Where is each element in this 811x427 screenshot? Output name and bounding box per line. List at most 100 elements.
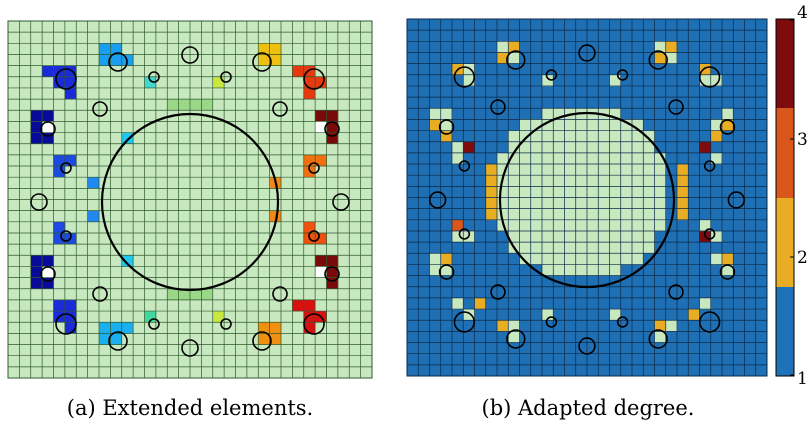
interior-cell xyxy=(553,108,565,120)
interior-cell xyxy=(530,152,543,165)
interior-cell xyxy=(598,242,610,254)
interior-cell xyxy=(587,164,599,176)
degree-cell xyxy=(497,52,509,64)
circle-inclusion xyxy=(272,286,288,302)
interior-cell xyxy=(575,197,588,209)
degree-cell xyxy=(677,186,689,198)
interior-cell xyxy=(598,253,610,265)
circle-inclusion xyxy=(545,69,558,81)
extended-element-cell xyxy=(258,322,270,334)
interior-cell xyxy=(553,219,565,232)
interior-cell xyxy=(508,197,520,209)
interior-cell xyxy=(530,175,543,187)
interior-cell xyxy=(654,186,667,198)
highlight-cell xyxy=(42,121,54,133)
interior-cell xyxy=(519,186,532,198)
interior-cell xyxy=(542,108,554,120)
interior-cell xyxy=(542,264,554,276)
extended-element-cell xyxy=(326,266,339,278)
degree-cell xyxy=(654,41,667,53)
interior-cell xyxy=(553,152,565,165)
extended-element-cell xyxy=(53,76,66,89)
interior-cell xyxy=(587,264,599,276)
interior-cell xyxy=(564,164,577,176)
interior-cell xyxy=(564,197,577,209)
interior-cell xyxy=(609,219,622,232)
interior-cell xyxy=(553,141,565,154)
degree-cell xyxy=(452,141,464,154)
interior-cell xyxy=(497,164,509,176)
extended-element-cell xyxy=(121,322,134,334)
extended-element-cell xyxy=(64,311,77,323)
extended-element-cell xyxy=(110,54,123,66)
extended-element-cell xyxy=(121,255,134,267)
extended-element-cell xyxy=(315,232,327,245)
interior-cell xyxy=(643,175,655,187)
interior-cell xyxy=(598,175,610,187)
interior-cell xyxy=(497,208,509,221)
interior-cell xyxy=(598,186,610,198)
degree-cell xyxy=(710,74,723,87)
extended-element-cell xyxy=(64,76,77,89)
interior-cell xyxy=(587,141,599,154)
interior-cell xyxy=(553,197,565,209)
degree-cell xyxy=(665,320,678,332)
extended-element-cell xyxy=(201,288,214,301)
degree-cell xyxy=(452,230,464,243)
circle-inclusion xyxy=(252,331,272,351)
extended-element-cell xyxy=(326,121,339,133)
degree-cell xyxy=(452,297,464,310)
interior-cell xyxy=(632,164,644,176)
interior-cell xyxy=(553,175,565,187)
degree-cell xyxy=(474,297,487,310)
circle-inclusion xyxy=(181,46,199,64)
interior-cell xyxy=(575,219,588,232)
interior-cell xyxy=(598,208,610,221)
extended-element-cell xyxy=(30,266,43,278)
interior-cell xyxy=(542,230,554,243)
degree-cell xyxy=(722,264,734,276)
interior-cell xyxy=(542,141,554,154)
degree-cell xyxy=(508,41,520,53)
interior-cell xyxy=(587,130,599,143)
extended-element-cell xyxy=(53,166,66,178)
interior-cell xyxy=(553,119,565,131)
interior-cell xyxy=(587,208,599,221)
extended-element-cell xyxy=(269,210,282,223)
interior-cell xyxy=(564,119,577,131)
extended-element-cell xyxy=(144,76,157,89)
colorbar-frame xyxy=(775,18,795,377)
interior-cell xyxy=(643,219,655,232)
interior-cell xyxy=(632,175,644,187)
interior-cell xyxy=(587,253,599,265)
circle-inclusion xyxy=(55,313,77,335)
degree-cell xyxy=(677,197,689,209)
interior-cell xyxy=(508,164,520,176)
interior-cell xyxy=(508,219,520,232)
extended-element-cell xyxy=(315,76,327,89)
circle-inclusion xyxy=(648,329,668,349)
interior-cell xyxy=(564,208,577,221)
degree-cell xyxy=(452,152,464,165)
extended-element-cell xyxy=(30,121,43,133)
circle-inclusion xyxy=(60,230,72,242)
interior-cell xyxy=(609,152,622,165)
interior-cell xyxy=(575,253,588,265)
extended-element-cell xyxy=(303,65,316,78)
extended-element-cell xyxy=(212,311,225,323)
colorbar: 4 3 2 1 xyxy=(775,3,808,389)
interior-cell xyxy=(620,130,633,143)
extended-element-cell xyxy=(326,132,339,145)
extended-element-cell xyxy=(30,132,43,145)
interior-cell xyxy=(564,264,577,276)
interior-cell xyxy=(564,141,577,154)
circle-inclusion xyxy=(648,50,668,70)
interior-cell xyxy=(598,230,610,243)
interior-cell xyxy=(609,230,622,243)
interior-cell xyxy=(609,141,622,154)
panel-frame xyxy=(406,18,768,377)
interior-cell xyxy=(609,208,622,221)
interior-cell xyxy=(542,175,554,187)
circle-inclusion xyxy=(698,66,721,88)
circle-inclusion xyxy=(438,264,455,280)
